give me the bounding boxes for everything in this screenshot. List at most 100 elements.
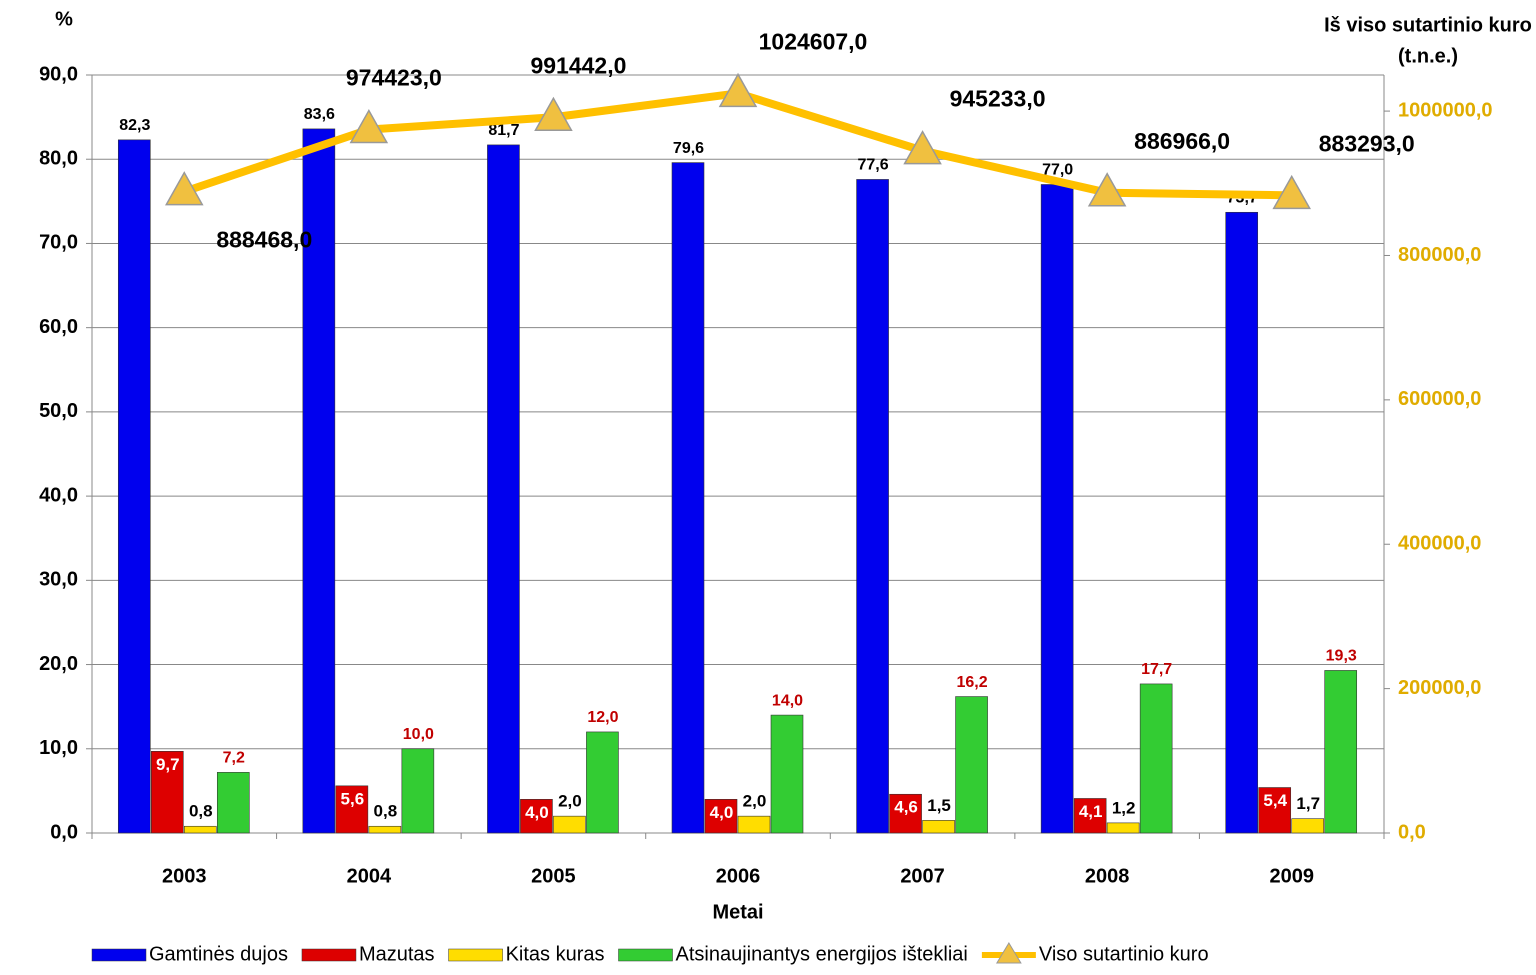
legend-swatch bbox=[91, 948, 147, 962]
x-tick-label: 2003 bbox=[162, 865, 207, 887]
bar bbox=[856, 179, 889, 834]
data-label: 4,6 bbox=[894, 798, 918, 817]
legend-label: Mazutas bbox=[359, 943, 435, 965]
data-label: 0,8 bbox=[189, 802, 213, 821]
y-tick-label: 70,0 bbox=[39, 232, 78, 254]
line-label: 991442,0 bbox=[530, 52, 626, 78]
y-tick-label: 10,0 bbox=[39, 737, 78, 759]
bar bbox=[770, 714, 804, 834]
data-label: 1,2 bbox=[1112, 798, 1136, 817]
bar bbox=[487, 144, 520, 834]
data-label: 77,6 bbox=[858, 157, 889, 174]
bar bbox=[368, 825, 402, 834]
y2-axis-label: (t.n.e.) bbox=[1398, 45, 1458, 67]
line-marker bbox=[718, 72, 758, 108]
y2-axis-label: Iš viso sutartinio kuro bbox=[1324, 14, 1532, 36]
data-label: 4,1 bbox=[1079, 802, 1103, 821]
data-label: 1,5 bbox=[927, 796, 951, 815]
x-axis-label: Metai bbox=[712, 901, 763, 923]
bar bbox=[1258, 787, 1292, 834]
legend-label: Viso sutartinio kuro bbox=[1039, 943, 1209, 965]
bar bbox=[1291, 818, 1325, 834]
bar bbox=[553, 815, 586, 834]
bar bbox=[1040, 184, 1074, 834]
line-label: 886966,0 bbox=[1134, 128, 1230, 154]
legend-label: Kitas kuras bbox=[506, 943, 605, 965]
y-tick-label: 50,0 bbox=[39, 400, 78, 422]
y2-tick-label: 400000,0 bbox=[1398, 533, 1481, 555]
data-label: 2,0 bbox=[558, 792, 582, 811]
line-label: 974423,0 bbox=[346, 65, 442, 91]
data-label: 7,2 bbox=[223, 750, 245, 767]
x-tick-label: 2004 bbox=[347, 865, 392, 887]
bar bbox=[117, 139, 151, 834]
bar bbox=[737, 815, 771, 834]
bar bbox=[216, 772, 250, 834]
y-tick-label: 0,0 bbox=[50, 821, 78, 843]
bar bbox=[1324, 670, 1358, 834]
legend-swatch bbox=[618, 948, 673, 962]
line-label: 1024607,0 bbox=[759, 28, 868, 54]
bar bbox=[704, 799, 738, 834]
line-label: 888468,0 bbox=[216, 227, 312, 253]
data-label: 14,0 bbox=[772, 692, 803, 709]
data-label: 5,6 bbox=[341, 789, 365, 808]
y-tick-label: 40,0 bbox=[39, 484, 78, 506]
bar bbox=[889, 793, 922, 834]
data-label: 12,0 bbox=[587, 709, 618, 726]
legend-swatch bbox=[301, 948, 357, 962]
y-tick-label: 90,0 bbox=[39, 63, 78, 85]
y2-tick-label: 600000,0 bbox=[1398, 388, 1481, 410]
line-marker bbox=[349, 109, 389, 144]
bar bbox=[302, 128, 336, 834]
data-label: 9,7 bbox=[156, 755, 180, 774]
bar bbox=[671, 162, 705, 834]
line bbox=[183, 89, 1292, 200]
line-marker bbox=[1087, 172, 1127, 207]
x-tick-label: 2007 bbox=[900, 865, 945, 887]
line-marker bbox=[534, 96, 573, 132]
data-label: 83,6 bbox=[304, 106, 335, 123]
x-tick-label: 2005 bbox=[531, 865, 576, 887]
line-label: 945233,0 bbox=[950, 86, 1046, 112]
x-tick-label: 2009 bbox=[1269, 865, 1314, 887]
bar bbox=[520, 799, 553, 834]
y-tick-label: 60,0 bbox=[39, 316, 78, 338]
y2-tick-label: 1000000,0 bbox=[1398, 99, 1493, 121]
data-label: 0,8 bbox=[374, 802, 398, 821]
bar bbox=[335, 785, 369, 834]
data-label: 2,0 bbox=[743, 792, 767, 811]
y2-tick-label: 0,0 bbox=[1398, 821, 1426, 843]
data-label: 17,7 bbox=[1141, 661, 1172, 678]
data-label: 10,0 bbox=[403, 726, 434, 743]
line-marker bbox=[903, 130, 942, 165]
x-tick-label: 2008 bbox=[1085, 865, 1130, 887]
line-marker bbox=[1272, 174, 1311, 210]
y-axis-label: % bbox=[55, 8, 73, 30]
bar bbox=[1139, 683, 1173, 834]
bar bbox=[922, 820, 955, 834]
data-label: 5,4 bbox=[1263, 791, 1287, 810]
bar bbox=[1225, 211, 1259, 834]
y-tick-label: 80,0 bbox=[39, 148, 78, 170]
data-label: 77,0 bbox=[1042, 162, 1073, 179]
legend-label: Gamtinės dujos bbox=[149, 943, 288, 965]
data-label: 1,7 bbox=[1296, 794, 1320, 813]
data-label: 79,6 bbox=[673, 140, 704, 157]
y-tick-label: 30,0 bbox=[39, 569, 78, 591]
legend-label: Atsinaujinantys energijos ištekliai bbox=[676, 943, 968, 965]
line-marker bbox=[165, 171, 204, 206]
data-label: 82,3 bbox=[119, 117, 150, 134]
bar bbox=[150, 751, 184, 834]
bar bbox=[401, 748, 435, 834]
bar bbox=[586, 731, 619, 834]
bar bbox=[1106, 822, 1140, 834]
y-tick-label: 20,0 bbox=[39, 653, 78, 675]
data-label: 81,7 bbox=[488, 122, 519, 139]
data-label: 19,3 bbox=[1326, 648, 1357, 665]
legend-swatch bbox=[448, 948, 503, 962]
legend-swatch bbox=[995, 942, 1022, 964]
bar bbox=[1073, 798, 1107, 834]
bar bbox=[955, 696, 988, 834]
